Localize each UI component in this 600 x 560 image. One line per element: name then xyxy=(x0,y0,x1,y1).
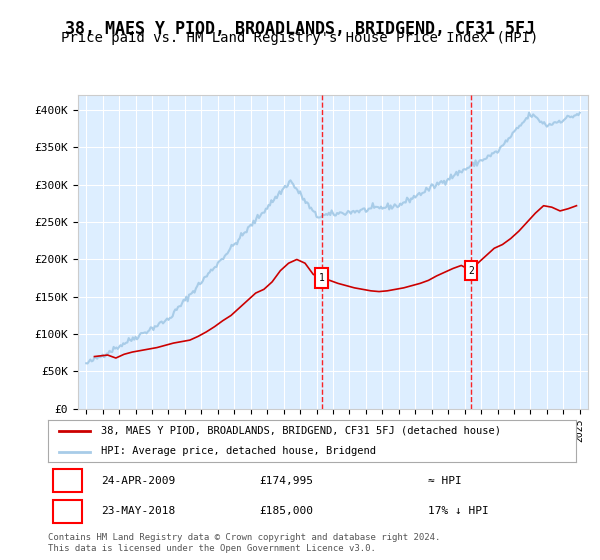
Bar xyxy=(53,500,82,523)
Text: 24-APR-2009: 24-APR-2009 xyxy=(101,475,175,486)
Text: ≈ HPI: ≈ HPI xyxy=(428,475,462,486)
Text: 17% ↓ HPI: 17% ↓ HPI xyxy=(428,506,489,516)
Bar xyxy=(465,261,477,281)
Text: HPI: Average price, detached house, Bridgend: HPI: Average price, detached house, Brid… xyxy=(101,446,376,456)
Text: 1: 1 xyxy=(65,475,71,486)
Text: 1: 1 xyxy=(319,273,325,283)
Text: 38, MAES Y PIOD, BROADLANDS, BRIDGEND, CF31 5FJ: 38, MAES Y PIOD, BROADLANDS, BRIDGEND, C… xyxy=(65,20,535,38)
Text: 38, MAES Y PIOD, BROADLANDS, BRIDGEND, CF31 5FJ (detached house): 38, MAES Y PIOD, BROADLANDS, BRIDGEND, C… xyxy=(101,426,501,436)
Text: £185,000: £185,000 xyxy=(259,506,313,516)
Text: 23-MAY-2018: 23-MAY-2018 xyxy=(101,506,175,516)
Text: 2: 2 xyxy=(65,506,71,516)
Text: 2: 2 xyxy=(468,265,474,276)
Text: Contains HM Land Registry data © Crown copyright and database right 2024.
This d: Contains HM Land Registry data © Crown c… xyxy=(48,533,440,553)
Text: £174,995: £174,995 xyxy=(259,475,313,486)
Text: Price paid vs. HM Land Registry's House Price Index (HPI): Price paid vs. HM Land Registry's House … xyxy=(61,31,539,45)
Bar xyxy=(53,469,82,492)
Bar xyxy=(316,268,328,288)
